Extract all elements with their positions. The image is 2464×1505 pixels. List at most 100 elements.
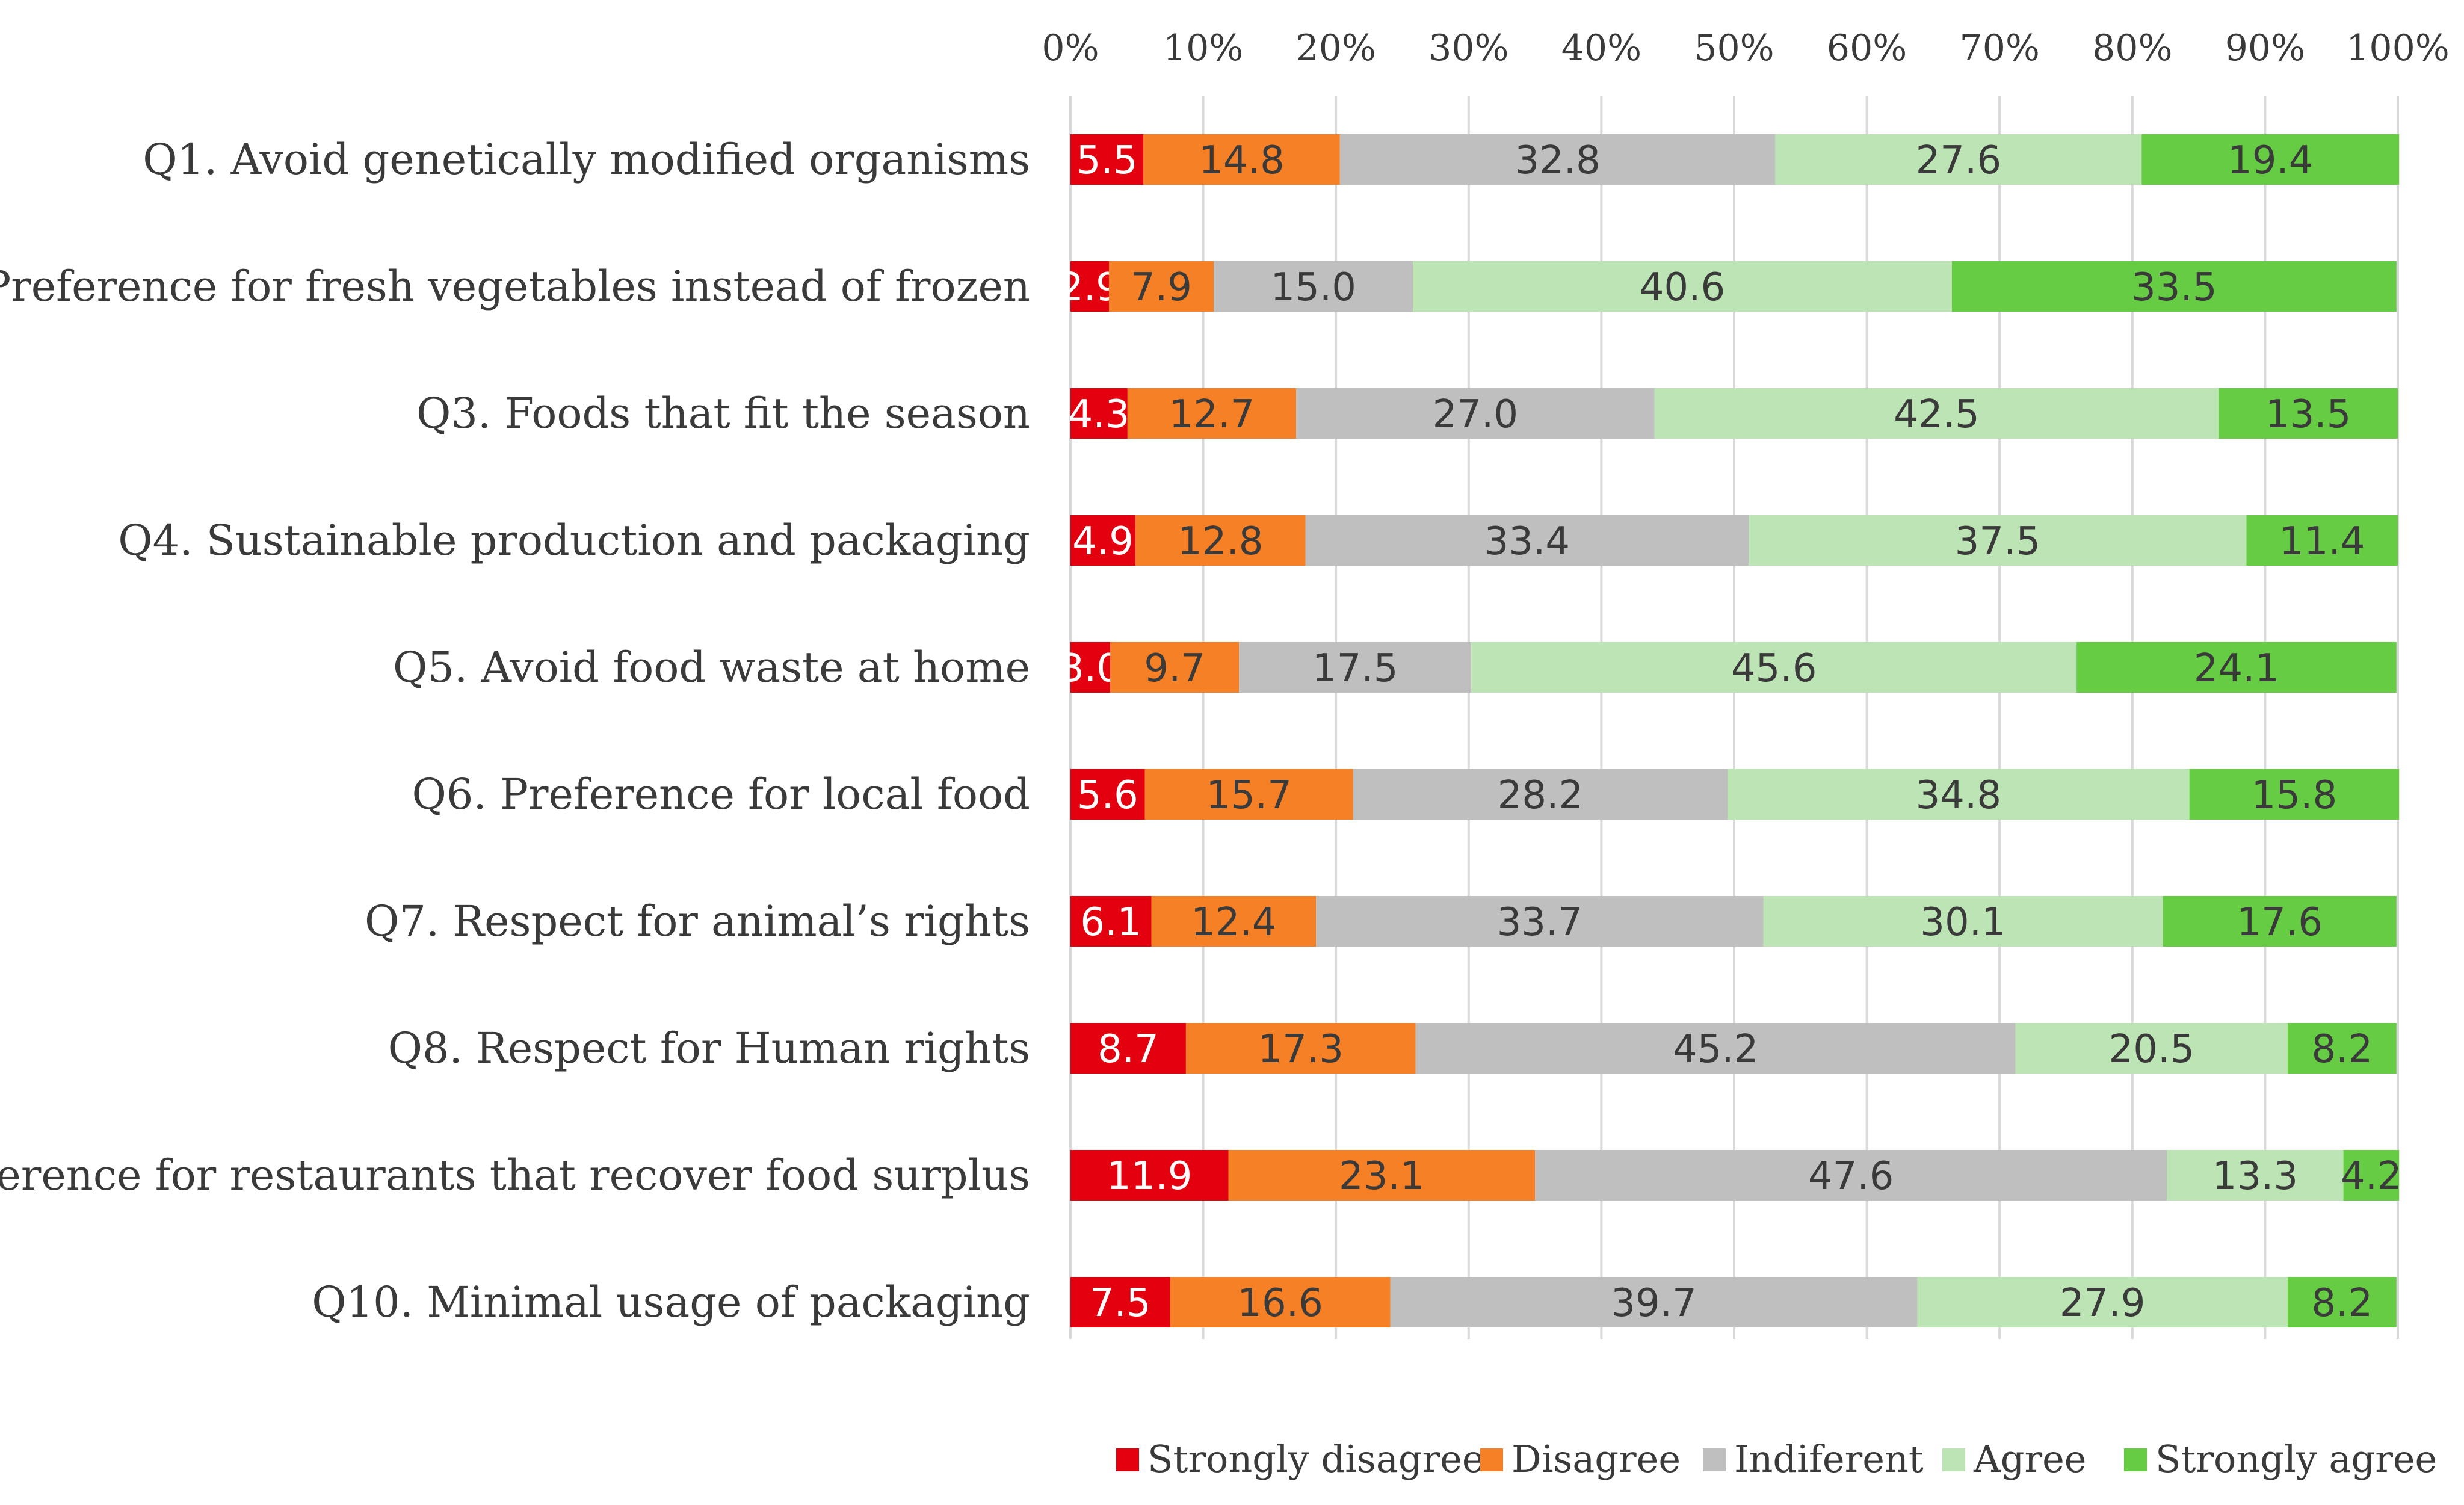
data-label: 39.7 (1611, 1281, 1697, 1326)
data-label: 12.7 (1169, 392, 1255, 437)
bar-segment (2246, 515, 2398, 566)
data-label: 27.6 (1916, 138, 2002, 183)
data-label: 33.4 (1484, 519, 1570, 564)
category-label: Q9. Preference for restaurants that reco… (0, 1151, 1030, 1200)
bar-segment (1763, 896, 2163, 947)
bar-segment (1228, 1150, 1536, 1201)
category-label: Q5. Avoid food waste at home (393, 643, 1030, 692)
bar-segment (1070, 134, 1144, 185)
data-label: 16.6 (1237, 1281, 1323, 1326)
x-tick-label: 0% (1042, 27, 1099, 69)
bar-segment (1353, 769, 1728, 820)
legend-label: Indiferent (1734, 1437, 1924, 1481)
x-tick-label: 20% (1296, 27, 1376, 69)
data-label: 20.5 (2109, 1027, 2195, 1072)
bar-segment (1110, 642, 1240, 693)
data-label: 19.4 (2228, 138, 2314, 183)
category-label: Q1. Avoid genetically modified organisms (143, 135, 1030, 184)
data-label: 30.1 (1920, 900, 2006, 945)
data-label: 47.6 (1808, 1154, 1894, 1199)
data-label: 33.7 (1497, 900, 1583, 945)
legend-label: Disagree (1511, 1437, 1681, 1481)
data-label: 42.5 (1894, 392, 1980, 437)
bar-segment (2167, 1150, 2344, 1201)
bar-segment (1654, 388, 2219, 439)
legend-swatch (1116, 1448, 1139, 1471)
bar-segment (2219, 388, 2398, 439)
bar-segment (1151, 896, 1317, 947)
data-label: 17.6 (2237, 900, 2323, 945)
bar-segment (1070, 642, 1111, 693)
x-tick-label: 40% (1561, 27, 1641, 69)
category-label: Q7. Respect for animal’s rights (365, 897, 1030, 946)
bar-segment (1727, 769, 2190, 820)
data-label: 45.6 (1731, 646, 1817, 691)
data-label: 33.5 (2131, 265, 2217, 310)
legend-label: Strongly disagree (1147, 1437, 1484, 1481)
bar-segment (1214, 261, 1413, 312)
data-label: 15.8 (2252, 773, 2338, 818)
bar-segment (1917, 1277, 2288, 1327)
legend-label: Strongly agree (2155, 1437, 2437, 1481)
bar-segment (1070, 261, 1109, 312)
data-label: 6.1 (1080, 900, 1141, 945)
data-label: 4.3 (1069, 392, 1130, 437)
data-label: 12.8 (1178, 519, 1264, 564)
bar-segment (1070, 1150, 1229, 1201)
data-label: 17.5 (1312, 646, 1398, 691)
bar-segment (1775, 134, 2142, 185)
x-tick-label: 70% (1960, 27, 2040, 69)
bar-segment (1070, 515, 1136, 566)
category-label: Q8. Respect for Human rights (388, 1024, 1030, 1073)
data-label: 13.3 (2212, 1154, 2299, 1199)
bar-segment (2343, 1150, 2400, 1201)
data-label: 5.5 (1076, 138, 1138, 183)
bar-segment (1144, 769, 1353, 820)
bar-segment (1239, 642, 1472, 693)
data-label: 27.0 (1433, 392, 1519, 437)
category-label: Q6. Preference for local food (412, 770, 1030, 819)
legend-swatch (1480, 1448, 1503, 1471)
x-tick-label: 50% (1694, 27, 1774, 69)
legend-label: Agree (1973, 1437, 2086, 1481)
bar-segment (1413, 261, 1952, 312)
x-tick-label: 60% (1827, 27, 1907, 69)
bar-segment (1390, 1277, 1918, 1327)
bar-segment (1070, 1277, 1170, 1327)
legend-swatch (2124, 1448, 2147, 1471)
data-label: 8.2 (2311, 1027, 2373, 1072)
bar-segment (2163, 896, 2397, 947)
data-label: 7.9 (1131, 265, 1192, 310)
bar-segment (2287, 1023, 2397, 1074)
data-label: 7.5 (1090, 1281, 1151, 1326)
data-label: 24.1 (2194, 646, 2280, 691)
data-label: 5.6 (1077, 773, 1138, 818)
bar-segment (1316, 896, 1764, 947)
bar-segment (1305, 515, 1749, 566)
data-label: 4.2 (2341, 1154, 2402, 1199)
legend-swatch (1703, 1448, 1726, 1471)
bar-segment (2141, 134, 2400, 185)
bar-segment (2189, 769, 2400, 820)
x-tick-label: 80% (2092, 27, 2172, 69)
bar-segment (1170, 1277, 1391, 1327)
bar-segment (1951, 261, 2397, 312)
bar-segment (1108, 261, 1214, 312)
bar-segment (1339, 134, 1776, 185)
bar-segment (1296, 388, 1655, 439)
bar-segment (1127, 388, 1297, 439)
data-label: 4.9 (1072, 519, 1134, 564)
data-label: 32.8 (1515, 138, 1601, 183)
legend-swatch (1942, 1448, 1965, 1471)
category-label: Q2. Preference for fresh vegetables inst… (0, 262, 1030, 311)
data-label: 15.0 (1270, 265, 1356, 310)
data-label: 11.4 (2279, 519, 2365, 564)
x-tick-label: 10% (1163, 27, 1243, 69)
data-label: 15.7 (1206, 773, 1292, 818)
category-label: Q4. Sustainable production and packaging (118, 516, 1030, 565)
data-label: 11.9 (1107, 1154, 1193, 1199)
bar-segment (2015, 1023, 2288, 1074)
data-label: 8.2 (2311, 1281, 2373, 1326)
bar-segment (1070, 388, 1128, 439)
